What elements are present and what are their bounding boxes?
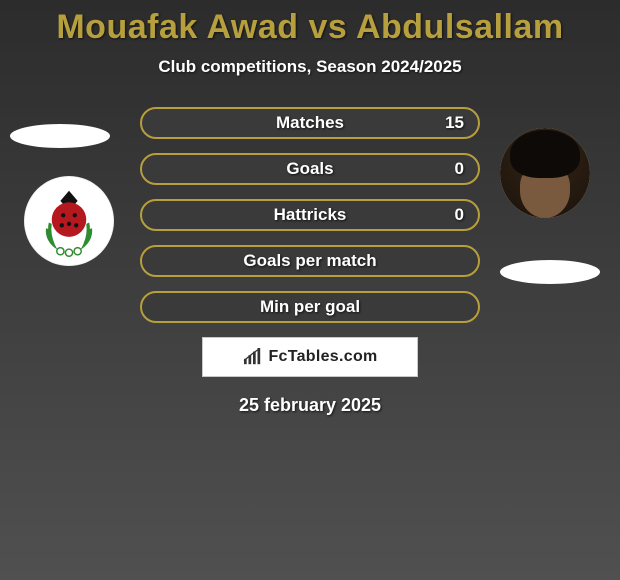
subtitle: Club competitions, Season 2024/2025 <box>0 57 620 77</box>
bars-icon <box>242 348 264 366</box>
page-title: Mouafak Awad vs Abdulsallam <box>0 0 620 47</box>
stat-row-min-per-goal: Min per goal <box>140 291 480 323</box>
stats-list: Matches 15 Goals 0 Hattricks 0 Goals per… <box>0 107 620 323</box>
watermark-text: FcTables.com <box>268 348 377 366</box>
comparison-card: Mouafak Awad vs Abdulsallam Club competi… <box>0 0 620 580</box>
stat-row-goals-per-match: Goals per match <box>140 245 480 277</box>
stat-row-hattricks: Hattricks 0 <box>140 199 480 231</box>
stat-label: Hattricks <box>274 205 347 225</box>
stat-label: Matches <box>276 113 344 133</box>
stat-row-goals: Goals 0 <box>140 153 480 185</box>
stat-label: Min per goal <box>260 297 360 317</box>
stat-value-right: 0 <box>455 205 464 225</box>
date-text: 25 february 2025 <box>0 395 620 416</box>
watermark: FcTables.com <box>202 337 418 377</box>
stat-value-right: 15 <box>445 113 464 133</box>
stat-label: Goals per match <box>243 251 376 271</box>
stat-row-matches: Matches 15 <box>140 107 480 139</box>
stat-value-right: 0 <box>455 159 464 179</box>
stat-label: Goals <box>286 159 333 179</box>
